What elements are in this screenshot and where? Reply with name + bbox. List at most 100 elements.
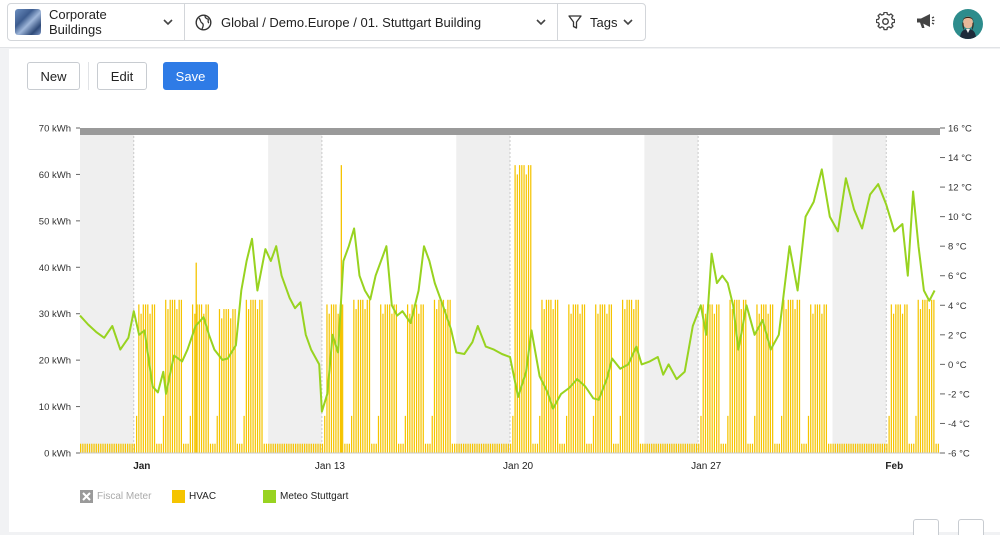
hvac-bar — [830, 443, 832, 453]
right-axis-label: 14 °C — [948, 153, 972, 164]
hvac-bar — [879, 443, 881, 453]
hvac-bar — [243, 415, 245, 453]
hvac-bar — [839, 443, 841, 453]
hvac-bar — [919, 309, 922, 453]
hvac-bar — [247, 309, 250, 453]
hvac-bar — [200, 304, 203, 453]
hvac-bar — [832, 443, 834, 453]
hvac-bar — [306, 443, 308, 453]
hvac-bar — [574, 304, 577, 453]
hvac-bar — [501, 443, 503, 453]
legend-item-meteo-stuttgart[interactable]: Meteo Stuttgart — [263, 489, 348, 503]
hvac-bar — [447, 299, 449, 453]
hvac-bar — [362, 299, 364, 453]
hvac-bar — [111, 443, 113, 453]
hvac-bar — [507, 443, 509, 453]
export-document-icon[interactable] — [913, 519, 939, 535]
hvac-bar — [445, 309, 447, 453]
hvac-bar — [386, 304, 389, 453]
hvac-bar — [852, 443, 854, 453]
hvac-bar — [189, 415, 191, 453]
hvac-bar — [550, 299, 552, 453]
hvac-bar — [890, 304, 892, 453]
hvac-bar — [521, 165, 523, 453]
hvac-bar — [608, 304, 610, 453]
hvac-bar — [785, 309, 787, 453]
hvac-bar — [86, 443, 88, 453]
hvac-bar — [147, 304, 149, 453]
hvac-bar — [617, 443, 619, 453]
hvac-bar — [100, 443, 102, 453]
left-axis-label: 50 kWh — [39, 216, 71, 227]
hvac-bar — [297, 443, 299, 453]
hvac-bar — [675, 443, 677, 453]
hvac-bar — [319, 443, 321, 453]
hvac-bar — [888, 415, 890, 453]
hvac-bar — [377, 415, 380, 453]
hvac-bar — [866, 443, 868, 453]
hvac-bar — [424, 443, 427, 453]
gear-icon[interactable] — [876, 12, 895, 31]
hvac-bar — [245, 299, 247, 453]
legend-item-hvac[interactable]: HVAC — [172, 489, 216, 503]
hvac-bar — [637, 299, 639, 453]
hvac-bar — [321, 443, 324, 453]
hvac-bar — [478, 443, 480, 453]
megaphone-icon[interactable] — [915, 12, 935, 30]
hvac-bar — [738, 299, 740, 453]
weekend-band — [268, 128, 322, 453]
hvac-bar — [469, 443, 471, 453]
right-axis-label: 10 °C — [948, 212, 972, 223]
hvac-bar — [716, 304, 718, 453]
user-avatar[interactable] — [953, 9, 983, 39]
hvac-bar — [588, 443, 590, 453]
new-button[interactable]: New — [27, 62, 80, 90]
tags-label: Tags — [590, 14, 618, 30]
hvac-bar — [438, 299, 440, 453]
hvac-bar — [660, 443, 662, 453]
hvac-bar — [810, 304, 812, 453]
right-axis-label: -2 °C — [948, 389, 970, 400]
hvac-bar — [801, 443, 803, 453]
hvac-bar — [561, 443, 563, 453]
tags-filter[interactable]: Tags — [557, 3, 646, 41]
hvac-bar — [380, 304, 382, 453]
hvac-bar — [256, 309, 259, 453]
site-selector[interactable]: Corporate Buildings — [7, 3, 185, 41]
hvac-bar — [630, 299, 633, 453]
hvac-bar — [279, 443, 281, 453]
hvac-bar — [454, 443, 456, 453]
hvac-bar — [471, 443, 474, 453]
left-axis-label: 0 kWh — [44, 449, 71, 460]
hvac-bar — [565, 415, 568, 453]
hvac-bar — [875, 443, 877, 453]
hvac-bar — [357, 299, 359, 453]
hvac-bar — [404, 415, 406, 453]
hvac-bar — [465, 443, 467, 453]
hvac-bar — [413, 304, 415, 453]
hvac-bar — [772, 304, 774, 453]
camera-icon[interactable] — [958, 519, 984, 535]
hvac-bar — [644, 443, 646, 453]
hvac-bar — [794, 309, 796, 453]
hvac-bar — [543, 309, 545, 453]
hvac-bar — [836, 443, 839, 453]
hvac-bar — [682, 443, 684, 453]
fiscal-meter-bar — [80, 128, 940, 135]
hvac-bar — [230, 318, 232, 453]
hvac-bar — [442, 299, 445, 453]
location-selector[interactable]: Global / Demo.Europe / 01. Stuttgart Bui… — [184, 3, 558, 41]
hvac-bar — [122, 443, 124, 453]
hvac-bar — [391, 313, 393, 453]
hvac-bar — [80, 443, 82, 453]
hvac-bar — [409, 313, 411, 453]
save-button[interactable]: Save — [163, 62, 218, 90]
hvac-bar — [398, 443, 400, 453]
hvac-bar — [606, 313, 608, 453]
hvac-bar — [760, 304, 763, 453]
hvac-bar — [185, 443, 187, 453]
legend-item-fiscal-meter[interactable]: Fiscal Meter — [80, 489, 151, 503]
edit-button[interactable]: Edit — [97, 62, 147, 90]
hvac-bar — [834, 443, 836, 453]
